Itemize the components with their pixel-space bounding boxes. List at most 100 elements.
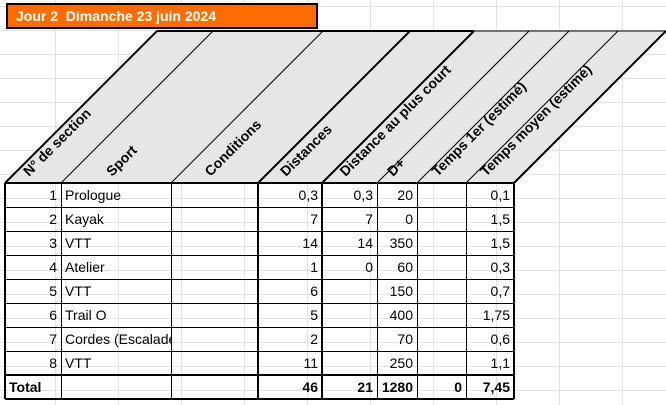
- cell-sport[interactable]: Cordes (Escalade): [65, 331, 171, 347]
- cell-time-average[interactable]: 1,1: [490, 355, 510, 371]
- cell-section-number[interactable]: 3: [49, 235, 57, 251]
- cell-shortest-distance[interactable]: 0,3: [353, 187, 373, 203]
- column-border: [171, 183, 172, 399]
- row-border: [5, 351, 514, 352]
- cell-distance[interactable]: 7: [310, 211, 318, 227]
- cell-shortest-distance[interactable]: 7: [365, 211, 373, 227]
- header-divider: [4, 30, 158, 184]
- total-label[interactable]: Total: [9, 379, 42, 395]
- cell-sport[interactable]: Prologue: [65, 187, 122, 203]
- cell-time-first[interactable]: [417, 231, 466, 255]
- cell-conditions[interactable]: [171, 231, 258, 255]
- header-divider: [416, 30, 570, 184]
- date-label: Dimanche 23 juin 2024: [65, 8, 216, 24]
- cell-sport[interactable]: Trail O: [65, 307, 107, 323]
- cell-conditions[interactable]: [171, 183, 258, 207]
- column-border: [417, 183, 418, 399]
- cell-section-number[interactable]: 1: [49, 187, 57, 203]
- total-time-average[interactable]: 7,45: [482, 379, 510, 395]
- cell-distance[interactable]: 0,3: [298, 187, 318, 203]
- cell-elevation-gain[interactable]: 250: [389, 355, 413, 371]
- cell-shortest-distance[interactable]: [322, 303, 377, 327]
- column-border: [257, 183, 259, 399]
- cell-time-average[interactable]: 1,5: [490, 211, 510, 227]
- row-border: [5, 207, 514, 208]
- cell-elevation-gain[interactable]: 0: [405, 211, 413, 227]
- cell-time-first[interactable]: [417, 351, 466, 375]
- cell-time-average[interactable]: 0,1: [490, 187, 510, 203]
- header-divider: [376, 30, 530, 184]
- cell-shortest-distance[interactable]: [322, 279, 377, 303]
- row-border: [5, 374, 514, 376]
- cell-time-first[interactable]: [417, 303, 466, 327]
- total-elevation-gain[interactable]: 1280: [381, 379, 413, 395]
- cell-conditions[interactable]: [171, 351, 258, 375]
- cell-time-first[interactable]: [417, 327, 466, 351]
- cell-sport[interactable]: VTT: [65, 355, 92, 371]
- column-border: [321, 183, 323, 399]
- cell-distance[interactable]: 11: [303, 355, 318, 371]
- cell-time-first[interactable]: [417, 279, 466, 303]
- day-title-bar[interactable]: Jour 2 Dimanche 23 juin 2024: [6, 3, 318, 29]
- cell-shortest-distance[interactable]: 14: [357, 235, 373, 251]
- cell-distance[interactable]: 5: [310, 307, 318, 323]
- cell-time-first[interactable]: [417, 207, 466, 231]
- cell-time-average[interactable]: 1,5: [490, 235, 510, 251]
- cell-time-first[interactable]: [417, 255, 466, 279]
- cell-sport[interactable]: Atelier: [65, 259, 105, 275]
- row-border: [5, 303, 514, 304]
- header-background: [5, 31, 666, 183]
- day-label: Jour 2: [16, 8, 59, 24]
- cell-section-number[interactable]: 6: [49, 307, 57, 323]
- cell-time-first[interactable]: [417, 183, 466, 207]
- row-border: [5, 279, 514, 280]
- column-border: [4, 183, 6, 399]
- total-cell[interactable]: [171, 375, 258, 399]
- cell-sport[interactable]: VTT: [65, 235, 92, 251]
- cell-section-number[interactable]: 5: [49, 283, 57, 299]
- cell-sport[interactable]: Kayak: [65, 211, 104, 227]
- row-border: [5, 255, 514, 256]
- cell-elevation-gain[interactable]: 150: [389, 283, 413, 299]
- cell-elevation-gain[interactable]: 70: [397, 331, 413, 347]
- cell-shortest-distance[interactable]: [322, 327, 377, 351]
- cell-time-average[interactable]: 0,6: [490, 331, 510, 347]
- cell-section-number[interactable]: 7: [49, 331, 57, 347]
- header-divider: [257, 30, 411, 184]
- cell-elevation-gain[interactable]: 350: [389, 235, 413, 251]
- cell-shortest-distance[interactable]: 0: [365, 259, 373, 275]
- header-divider: [321, 30, 475, 184]
- cell-elevation-gain[interactable]: 400: [389, 307, 413, 323]
- row-border: [5, 182, 514, 184]
- cell-section-number[interactable]: 4: [49, 259, 57, 275]
- cell-conditions[interactable]: [171, 207, 258, 231]
- cell-time-average[interactable]: 1,75: [482, 307, 510, 323]
- cell-section-number[interactable]: 2: [49, 211, 57, 227]
- total-cell[interactable]: [61, 375, 171, 399]
- cell-shortest-distance[interactable]: [322, 351, 377, 375]
- column-border: [513, 183, 515, 399]
- cell-elevation-gain[interactable]: 60: [397, 259, 413, 275]
- cell-time-average[interactable]: 0,7: [490, 283, 510, 299]
- cell-distance[interactable]: 1: [310, 259, 318, 275]
- header-divider: [170, 30, 324, 184]
- cell-conditions[interactable]: [171, 303, 258, 327]
- cell-distance[interactable]: 14: [302, 235, 318, 251]
- cell-conditions[interactable]: [171, 255, 258, 279]
- cell-sport[interactable]: VTT: [65, 283, 92, 299]
- cell-time-average[interactable]: 0,3: [490, 259, 510, 275]
- column-border: [61, 183, 62, 399]
- cell-section-number[interactable]: 8: [49, 355, 57, 371]
- cell-elevation-gain[interactable]: 20: [397, 187, 413, 203]
- row-border: [5, 327, 514, 328]
- total-distance[interactable]: 46: [302, 379, 318, 395]
- total-shortest-distance[interactable]: 21: [357, 379, 373, 395]
- cell-conditions[interactable]: [171, 279, 258, 303]
- cell-distance[interactable]: 2: [310, 331, 318, 347]
- cell-distance[interactable]: 6: [310, 283, 318, 299]
- header-divider: [60, 30, 214, 184]
- column-border: [377, 183, 378, 399]
- total-time-first[interactable]: 0: [454, 379, 462, 395]
- cell-conditions[interactable]: [171, 327, 258, 351]
